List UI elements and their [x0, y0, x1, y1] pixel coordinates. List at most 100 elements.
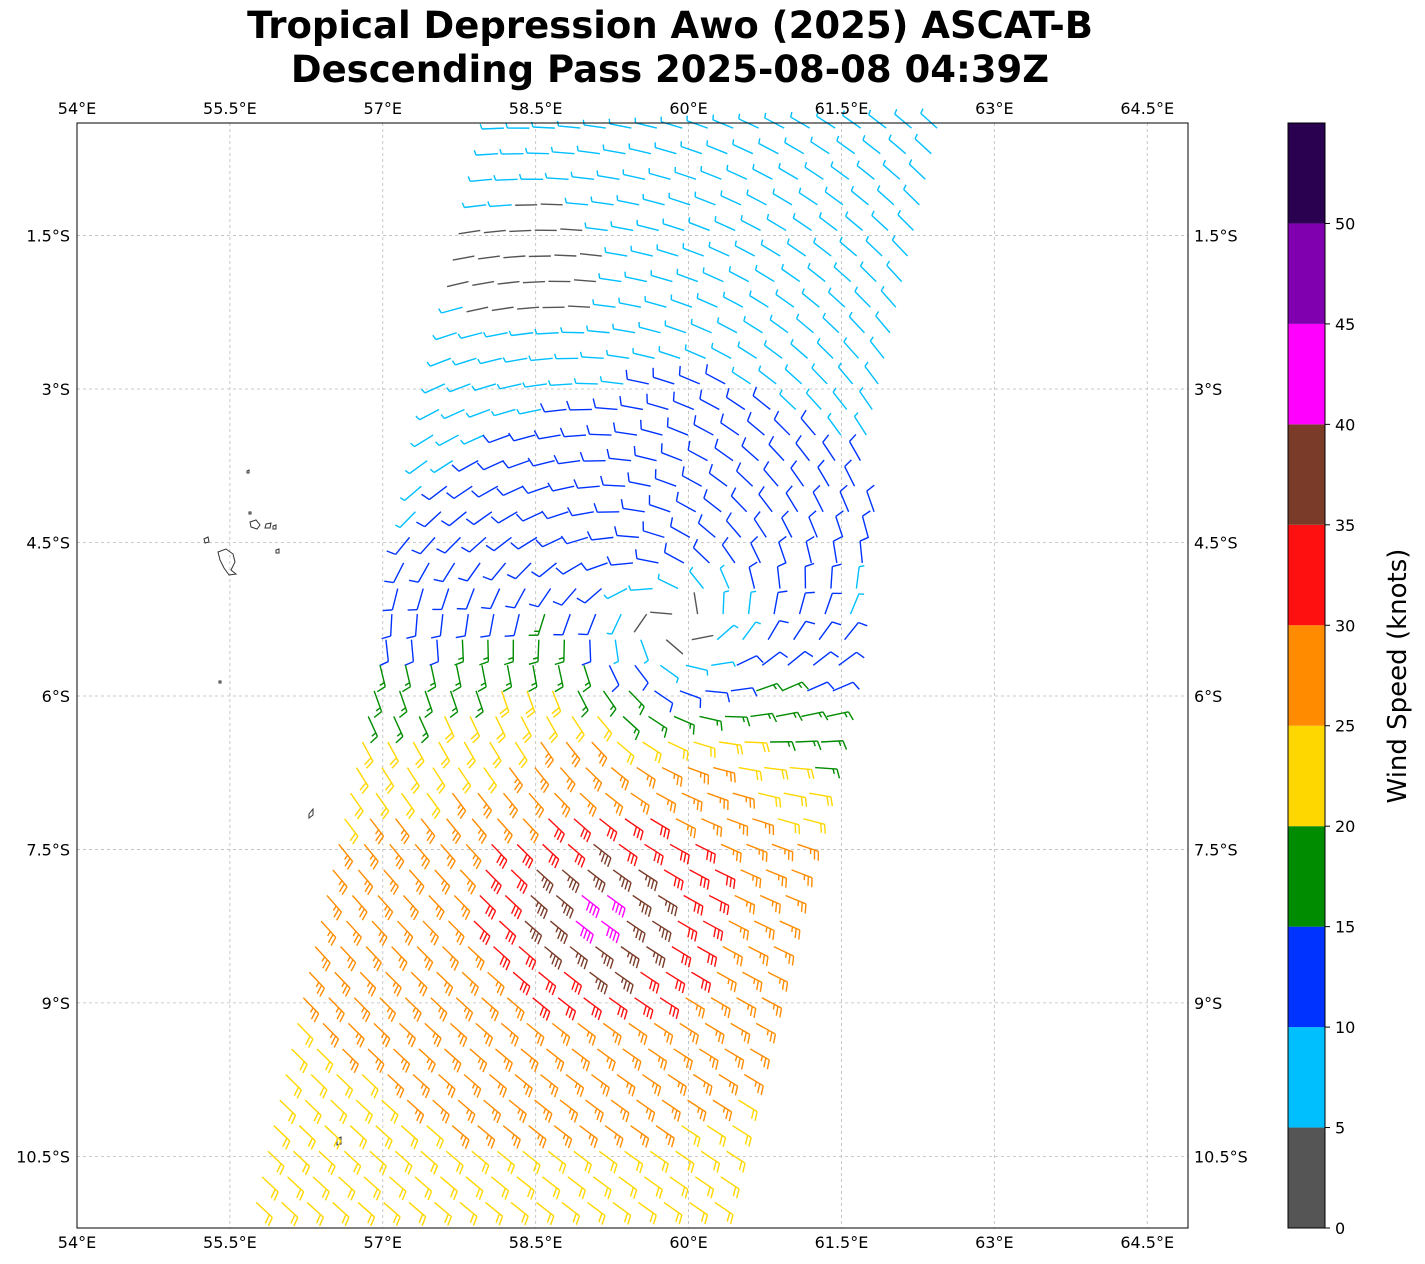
wind-barb: [736, 655, 764, 666]
barb-feather: [690, 930, 695, 940]
barb-half-feather: [714, 216, 717, 222]
barb-feather: [582, 1059, 587, 1070]
barb-shaft: [839, 491, 850, 513]
barb-half-feather: [798, 187, 802, 193]
barb-feather: [660, 855, 664, 866]
barb-feather: [364, 883, 371, 893]
barb-shaft: [603, 149, 626, 155]
barb-shaft: [542, 536, 563, 548]
barb-half-feather: [663, 1030, 667, 1037]
barb-feather: [631, 1087, 636, 1097]
barb-feather: [548, 853, 554, 863]
barb-feather: [454, 661, 464, 666]
barb-feather: [498, 857, 505, 867]
barb-feather: [748, 1137, 752, 1147]
wind-barb: [449, 690, 459, 718]
wind-barb: [661, 766, 683, 787]
barb-shaft: [784, 368, 803, 385]
wind-barb: [696, 293, 718, 308]
barb-feather: [596, 782, 603, 792]
barb-feather: [774, 902, 778, 913]
barb-shaft: [609, 123, 632, 129]
wind-barb: [414, 843, 431, 870]
wind-barb: [781, 510, 793, 538]
wind-barb: [606, 556, 634, 566]
wind-barb: [426, 792, 441, 820]
barb-shaft: [495, 178, 518, 181]
barb-half-feather: [845, 211, 849, 217]
lat-tick-right: 3°S: [1194, 380, 1222, 399]
barb-shaft: [830, 566, 834, 589]
wind-barb: [792, 212, 812, 232]
wind-barb: [699, 389, 720, 411]
wind-barb: [586, 325, 610, 334]
barb-shaft: [730, 495, 748, 513]
barb-feather: [785, 770, 789, 780]
barb-shaft: [587, 329, 610, 334]
wind-barb: [714, 216, 736, 232]
barb-feather: [457, 807, 464, 816]
wind-barb: [573, 479, 600, 489]
barb-feather: [387, 785, 395, 794]
wind-barb: [811, 363, 828, 385]
barb-feather: [433, 810, 441, 820]
barb-shaft: [859, 391, 873, 410]
barb-feather: [654, 751, 659, 762]
wind-barb: [424, 690, 433, 718]
wind-barb: [784, 137, 805, 155]
wind-barb: [636, 219, 659, 232]
barb-half-feather: [797, 683, 803, 689]
wind-barb: [291, 1048, 308, 1074]
barb-shaft: [830, 165, 850, 180]
barb-feather: [554, 957, 560, 968]
wind-barb: [749, 290, 769, 308]
barb-feather: [675, 491, 679, 502]
barb-feather: [642, 682, 649, 692]
wind-barb: [651, 920, 672, 943]
barb-half-feather: [652, 951, 656, 958]
wind-barb: [669, 843, 690, 865]
wind-barb: [553, 613, 571, 636]
barb-shaft: [914, 138, 932, 155]
barb-half-feather: [547, 380, 552, 386]
wind-barb: [393, 716, 404, 744]
barb-feather: [346, 861, 354, 870]
barb-shaft: [483, 229, 506, 234]
barb-feather: [749, 1006, 753, 1016]
barb-feather: [638, 930, 643, 941]
barb-feather: [549, 1215, 555, 1226]
wind-barb: [338, 843, 354, 870]
wind-barb: [668, 192, 691, 206]
wind-barb: [687, 1099, 707, 1122]
barb-half-feather: [640, 800, 644, 807]
wind-barb: [612, 869, 632, 892]
barb-shaft: [611, 225, 634, 232]
barb-feather: [404, 1162, 410, 1173]
wind-barb: [766, 213, 787, 232]
barb-feather: [678, 365, 681, 376]
barb-shaft: [674, 171, 697, 180]
barb-half-feather: [562, 1133, 566, 1140]
barb-shaft: [505, 357, 528, 363]
barb-feather: [353, 1163, 359, 1173]
barb-feather: [571, 881, 577, 891]
barb-feather: [418, 885, 425, 895]
barb-feather: [743, 1032, 747, 1042]
barb-feather: [866, 484, 875, 492]
barb-feather: [604, 1187, 609, 1197]
wind-barb: [822, 312, 840, 334]
wind-barb: [741, 437, 759, 462]
barb-half-feather: [754, 264, 758, 271]
barb-feather: [765, 852, 768, 862]
wind-barb: [599, 376, 624, 385]
barb-feather: [562, 805, 568, 815]
barb-shaft: [593, 303, 616, 308]
barb-feather: [415, 883, 422, 892]
wind-barb: [777, 818, 801, 835]
barb-feather: [327, 1064, 334, 1074]
barb-feather: [571, 1011, 577, 1021]
wind-barb: [477, 792, 493, 819]
barb-shaft: [522, 511, 544, 522]
wind-barb: [506, 562, 532, 580]
wind-barb: [579, 792, 597, 817]
